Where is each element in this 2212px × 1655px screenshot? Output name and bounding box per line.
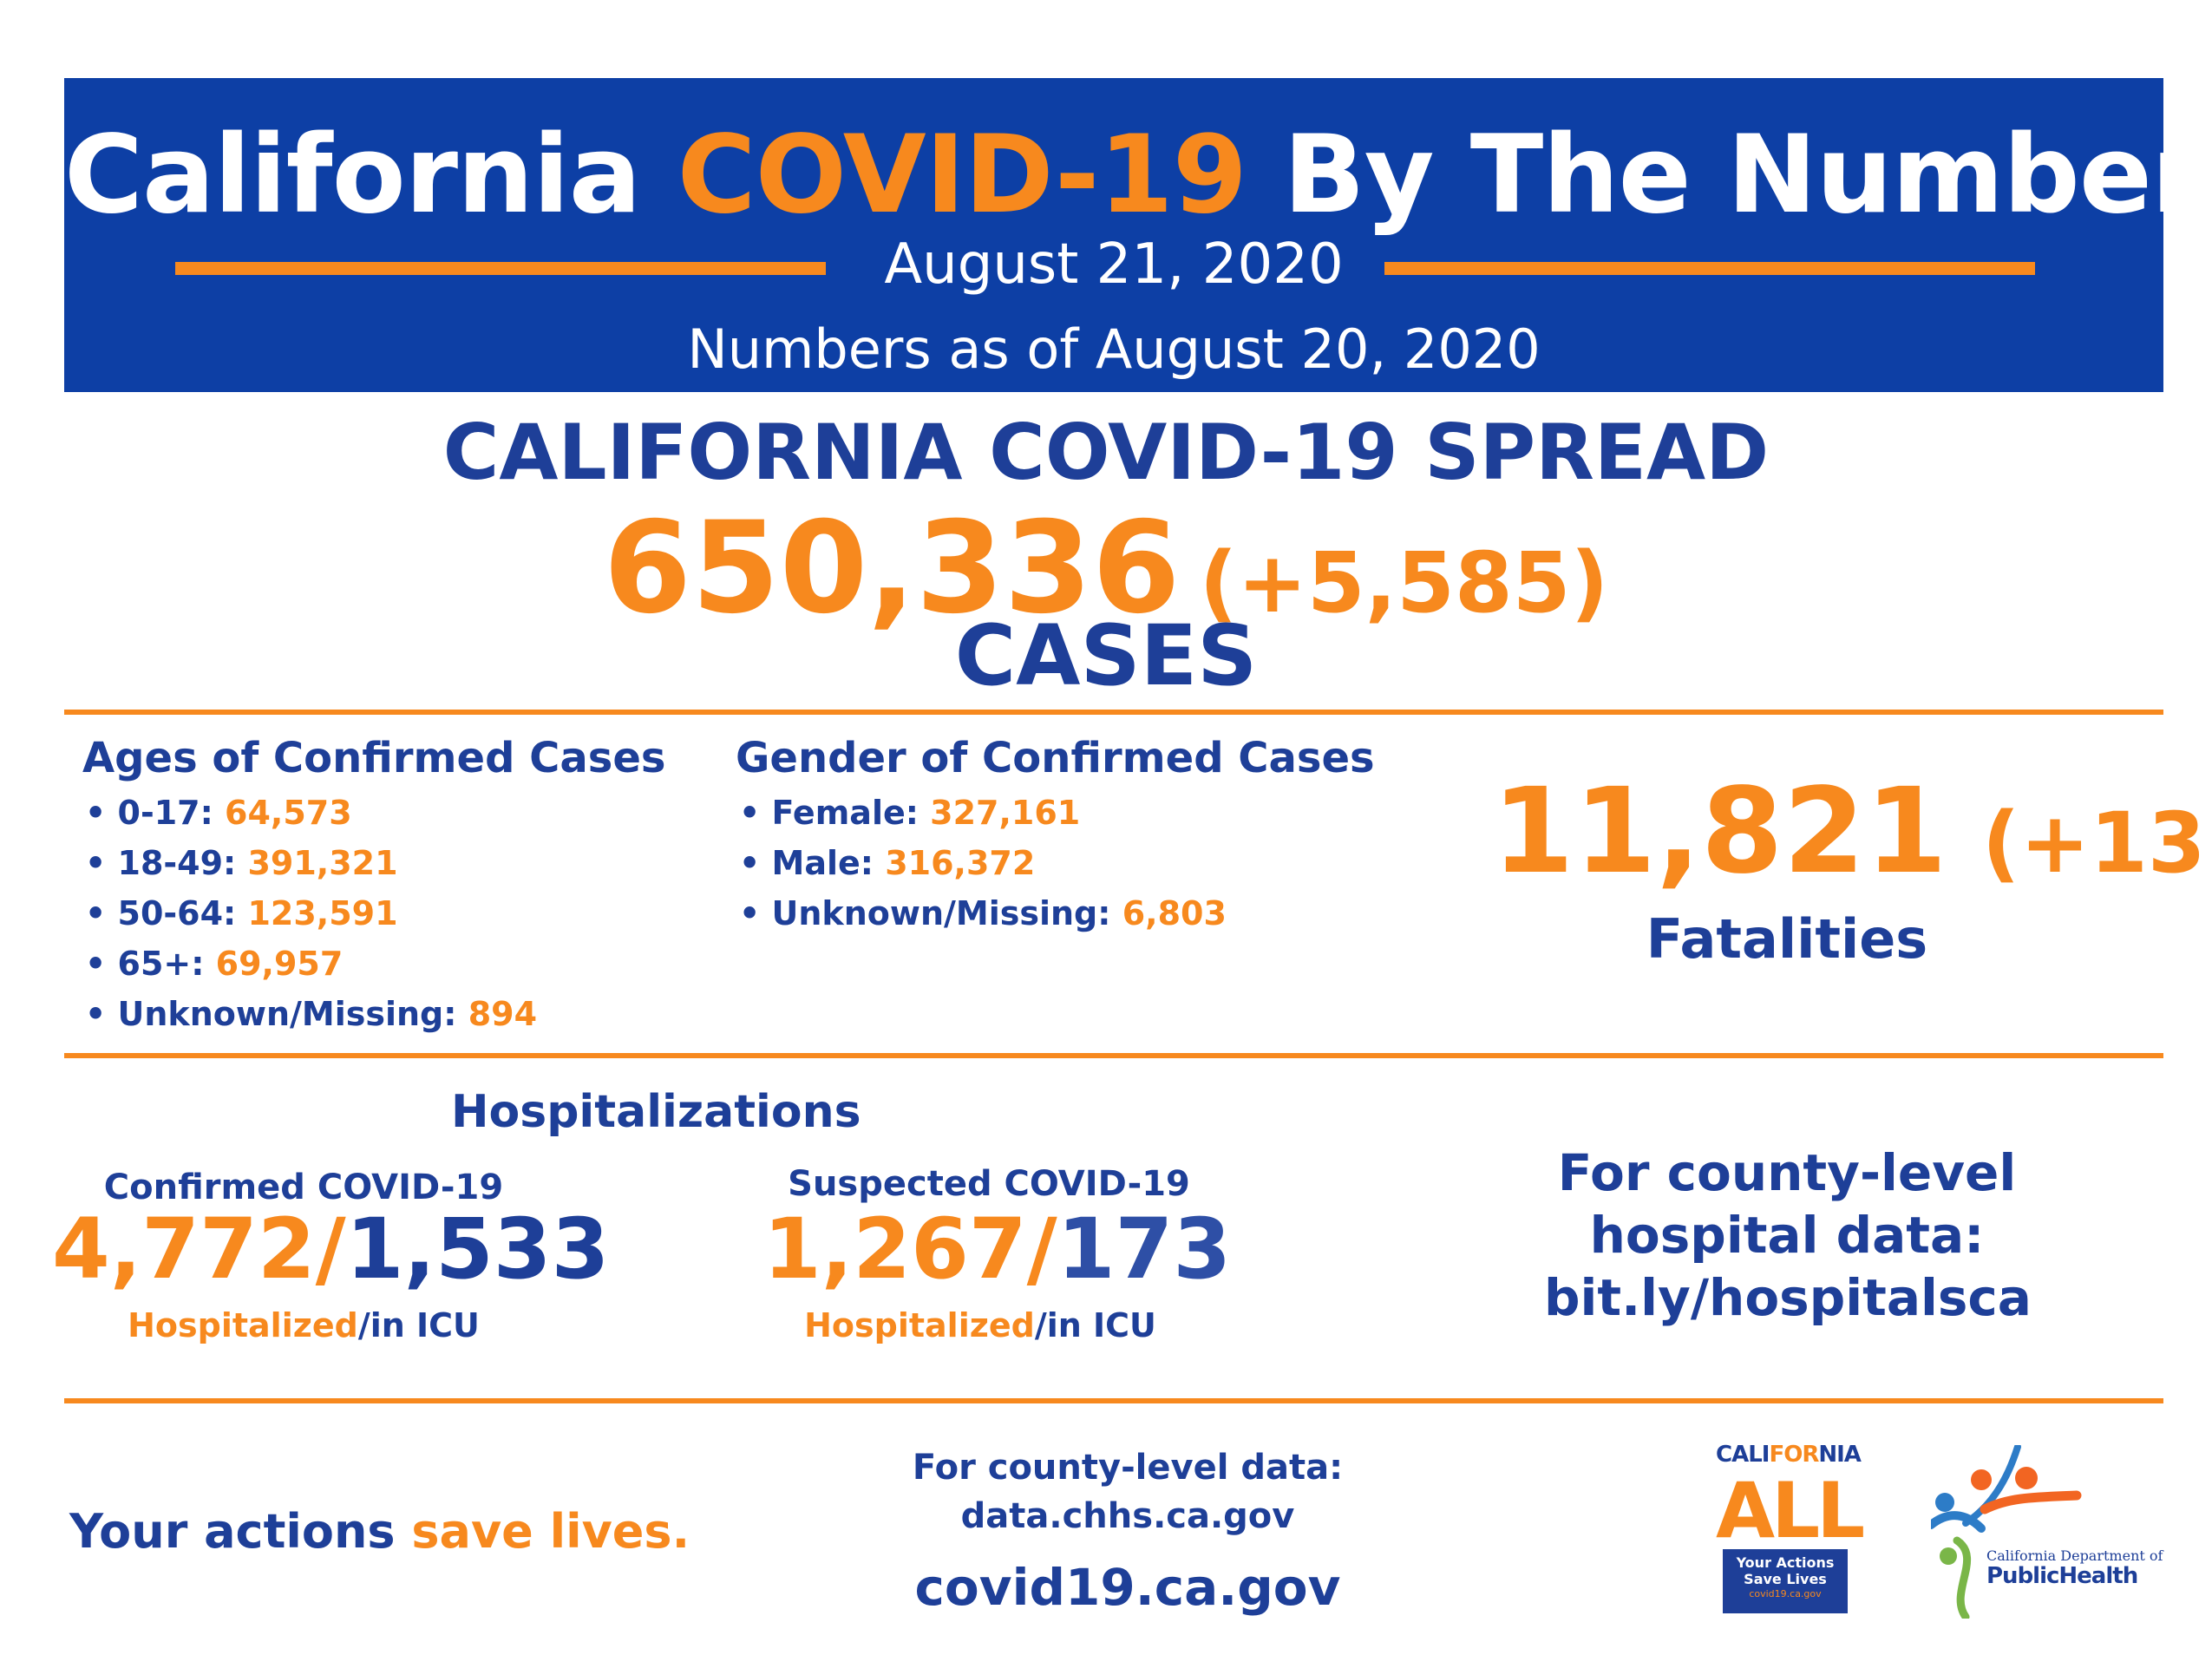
- list-item: • Female: 327,161: [739, 788, 1227, 838]
- list-item: • 18-49: 391,321: [85, 838, 537, 888]
- cdph-name: PublicHealth: [1986, 1563, 2138, 1589]
- icu-label: /in ICU: [357, 1306, 480, 1344]
- list-item: • 50-64: 123,591: [85, 888, 537, 939]
- page-title: California COVID-19 By The Numbers: [64, 113, 2212, 238]
- gender-list: • Female: 327,161 • Male: 316,372 • Unkn…: [739, 788, 1227, 939]
- cdph-figures-icon: [1927, 1443, 2082, 1621]
- item-value: 123,591: [247, 894, 398, 932]
- fatalities-total: 11,821 (+135): [1492, 763, 2212, 900]
- fatalities-count: 11,821: [1492, 763, 1947, 900]
- county-hospital-line2: hospital data:: [1589, 1206, 1985, 1265]
- divider: [64, 1398, 2163, 1403]
- suspected-heading: Suspected COVID-19: [788, 1164, 1190, 1204]
- suspected-ratio-label: Hospitalized/in ICU: [763, 1306, 1197, 1344]
- item-label: • Unknown/Missing:: [85, 995, 468, 1033]
- cases-label: CASES: [954, 607, 1258, 704]
- item-label: • Male:: [739, 844, 886, 882]
- logo-all: ALL: [1716, 1466, 1865, 1555]
- item-label: • 0-17:: [85, 794, 226, 832]
- suspected-hospitalized: 1,267/: [763, 1200, 1057, 1298]
- list-item: • 0-17: 64,573: [85, 788, 537, 838]
- suspected-ratio: 1,267/173: [763, 1200, 1231, 1298]
- item-value: 6,803: [1122, 894, 1227, 932]
- title-part1: California: [64, 113, 641, 238]
- cases-change: (+5,585): [1199, 534, 1609, 631]
- item-label: • 50-64:: [85, 894, 248, 932]
- divider: [64, 1053, 2163, 1058]
- county-data: For county-level data: data.chhs.ca.gov: [850, 1443, 1405, 1541]
- cases-total: 650,336 (+5,585): [0, 494, 2212, 642]
- item-value: 327,161: [930, 794, 1081, 832]
- logo-box-line: Save Lives: [1744, 1571, 1827, 1587]
- header-banner: California COVID-19 By The Numbers Augus…: [64, 78, 2212, 392]
- tagline-part1: Your actions: [69, 1504, 412, 1559]
- item-label: • 65+:: [85, 945, 216, 983]
- site-link[interactable]: covid19.ca.gov: [914, 1558, 1341, 1617]
- title-accent: COVID-19: [677, 113, 1247, 238]
- item-label: • 18-49:: [85, 844, 248, 882]
- county-data-link[interactable]: data.chhs.ca.gov: [960, 1496, 1295, 1536]
- logo-word-part: CALI: [1716, 1442, 1770, 1468]
- item-value: 316,372: [885, 844, 1036, 882]
- hospitalizations-title: Hospitalizations: [451, 1086, 861, 1138]
- cases-count: 650,336: [603, 494, 1181, 642]
- cdph-logo: California Department of PublicHealth: [1927, 1443, 2163, 1621]
- divider: [64, 710, 2163, 715]
- logo-word-part: NIA: [1818, 1442, 1862, 1468]
- gender-heading: Gender of Confirmed Cases: [736, 734, 1375, 782]
- county-hospital-data: For county-level hospital data: bit.ly/h…: [1544, 1141, 2032, 1329]
- list-item: • Male: 316,372: [739, 838, 1227, 888]
- confirmed-heading: Confirmed COVID-19: [103, 1168, 504, 1207]
- logo-box-line: Your Actions: [1736, 1554, 1835, 1571]
- county-data-label: For county-level data:: [912, 1448, 1344, 1488]
- list-item: • 65+: 69,957: [85, 939, 537, 989]
- hospitalized-label: Hospitalized: [128, 1306, 358, 1344]
- logo-word-part: FOR: [1769, 1442, 1819, 1468]
- list-item: • Unknown/Missing: 6,803: [739, 888, 1227, 939]
- tagline: Your actions save lives.: [69, 1504, 690, 1559]
- item-value: 894: [468, 995, 538, 1033]
- icu-label: /in ICU: [1034, 1306, 1156, 1344]
- ages-heading: Ages of Confirmed Cases: [82, 734, 666, 782]
- county-hospital-link[interactable]: bit.ly/hospitalsca: [1544, 1268, 2032, 1327]
- fatalities-label: Fatalities: [1646, 907, 1928, 971]
- confirmed-hospitalized: 4,772/: [52, 1200, 346, 1298]
- item-value: 69,957: [215, 945, 344, 983]
- header-rule-right: [1384, 262, 2035, 275]
- as-of-date: Numbers as of August 20, 2020: [687, 317, 1541, 381]
- california-for-all-logo: CALIFORNIA ALL Your Actions Save Lives c…: [1716, 1442, 1865, 1615]
- item-label: • Female:: [739, 794, 931, 832]
- tagline-part2: save lives.: [411, 1504, 690, 1559]
- confirmed-ratio-label: Hospitalized/in ICU: [78, 1306, 529, 1344]
- spread-title: CALIFORNIA COVID-19 SPREAD: [442, 408, 1770, 497]
- suspected-icu: 173: [1057, 1200, 1232, 1298]
- item-value: 64,573: [225, 794, 352, 832]
- logo-box-line: covid19.ca.gov: [1749, 1588, 1822, 1599]
- confirmed-ratio: 4,772/1,533: [52, 1200, 609, 1298]
- ages-list: • 0-17: 64,573 • 18-49: 391,321 • 50-64:…: [85, 788, 537, 1039]
- hospitalized-label: Hospitalized: [804, 1306, 1035, 1344]
- report-date: August 21, 2020: [884, 232, 1344, 297]
- title-part2: By The Numbers: [1283, 113, 2212, 238]
- header-rule-left: [175, 262, 826, 275]
- list-item: • Unknown/Missing: 894: [85, 989, 537, 1039]
- county-hospital-line1: For county-level: [1557, 1143, 2017, 1202]
- logo-wordmark: CALIFORNIA: [1716, 1442, 1862, 1468]
- item-label: • Unknown/Missing:: [739, 894, 1122, 932]
- fatalities-change: (+135): [1981, 795, 2212, 892]
- logo-box: Your Actions Save Lives covid19.ca.gov: [1723, 1549, 1848, 1613]
- item-value: 391,321: [247, 844, 398, 882]
- cdph-department: California Department of: [1986, 1547, 2163, 1564]
- confirmed-icu: 1,533: [345, 1200, 610, 1298]
